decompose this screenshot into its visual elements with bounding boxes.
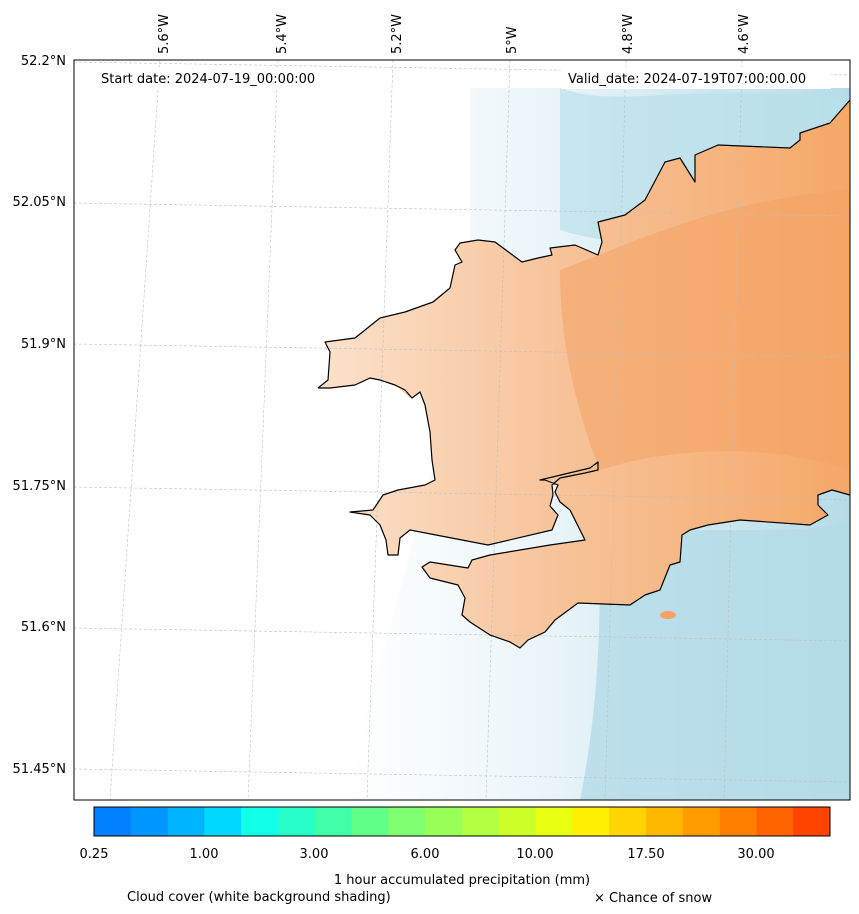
lon-label: 4.6°W xyxy=(737,14,752,54)
lat-label: 52.2°N xyxy=(21,54,66,69)
colorbar-tick: 17.50 xyxy=(627,847,664,862)
colorbar-segment xyxy=(351,807,389,836)
colorbar-segment xyxy=(241,807,279,836)
colorbar-segment xyxy=(572,807,610,836)
cloud-cover-note: Cloud cover (white background shading) xyxy=(127,890,391,905)
snow-note: × Chance of snow xyxy=(594,891,712,906)
colorbar-tick: 10.00 xyxy=(516,847,553,862)
lon-axis-labels: 5.6°W 5.4°W 5.2°W 5°W 4.8°W 4.6°W xyxy=(157,14,752,54)
land-shading-core xyxy=(560,190,850,470)
colorbar-tick: 30.00 xyxy=(737,847,774,862)
coastline xyxy=(317,99,850,649)
colorbar-segment xyxy=(609,807,647,836)
colorbar-segment xyxy=(682,807,721,836)
colorbar-tick: 6.00 xyxy=(411,847,440,862)
lon-label: 5.6°W xyxy=(157,14,172,54)
valid-date-box xyxy=(561,67,831,89)
colorbar-segment xyxy=(130,807,169,836)
map-axes: Start date: 2024-07-19_00:00:00 Valid_da… xyxy=(74,60,850,800)
lon-label: 5.4°W xyxy=(275,14,290,54)
lon-label: 5°W xyxy=(505,26,520,54)
start-date-label: Start date: 2024-07-19_00:00:00 xyxy=(101,72,315,87)
colorbar-frame xyxy=(93,806,831,837)
colorbar-title: 1 hour accumulated precipitation (mm) xyxy=(334,873,590,888)
colorbar-segment xyxy=(535,807,573,836)
lat-label: 51.45°N xyxy=(13,762,66,777)
lat-axis-labels: 52.2°N 52.05°N 51.9°N 51.75°N 51.6°N 51.… xyxy=(13,54,66,777)
colorbar xyxy=(94,807,831,836)
lat-label: 51.6°N xyxy=(21,620,66,635)
colorbar-tick: 1.00 xyxy=(190,847,219,862)
valid-date-label: Valid_date: 2024-07-19T07:00:00.00 xyxy=(568,72,806,87)
colorbar-segment xyxy=(793,807,831,836)
lat-label: 51.75°N xyxy=(13,479,66,494)
colorbar-segment xyxy=(278,807,316,836)
colorbar-segment xyxy=(94,807,132,836)
lon-label: 4.8°W xyxy=(621,14,636,54)
island-shading xyxy=(660,611,676,619)
start-date-box xyxy=(94,67,338,89)
colorbar-segment xyxy=(719,807,757,836)
colorbar-segment xyxy=(204,807,242,836)
colorbar-segment xyxy=(167,807,205,836)
colorbar-segment xyxy=(498,807,537,836)
colorbar-segment xyxy=(314,807,353,836)
lat-label: 52.05°N xyxy=(13,195,66,210)
colorbar-segment xyxy=(756,807,794,836)
lat-label: 51.9°N xyxy=(21,337,66,352)
colorbar-segment xyxy=(462,807,500,836)
colorbar-tick: 3.00 xyxy=(300,847,329,862)
map-frame xyxy=(73,59,851,801)
colorbar-tick: 0.25 xyxy=(80,847,109,862)
graticule xyxy=(74,60,850,800)
colorbar-segment xyxy=(388,807,426,836)
colorbar-tick-labels: 0.25 1.00 3.00 6.00 10.00 17.50 30.00 xyxy=(80,847,775,862)
colorbar-segment xyxy=(646,807,684,836)
colorbar-segment xyxy=(425,807,463,836)
lon-label: 5.2°W xyxy=(390,14,405,54)
